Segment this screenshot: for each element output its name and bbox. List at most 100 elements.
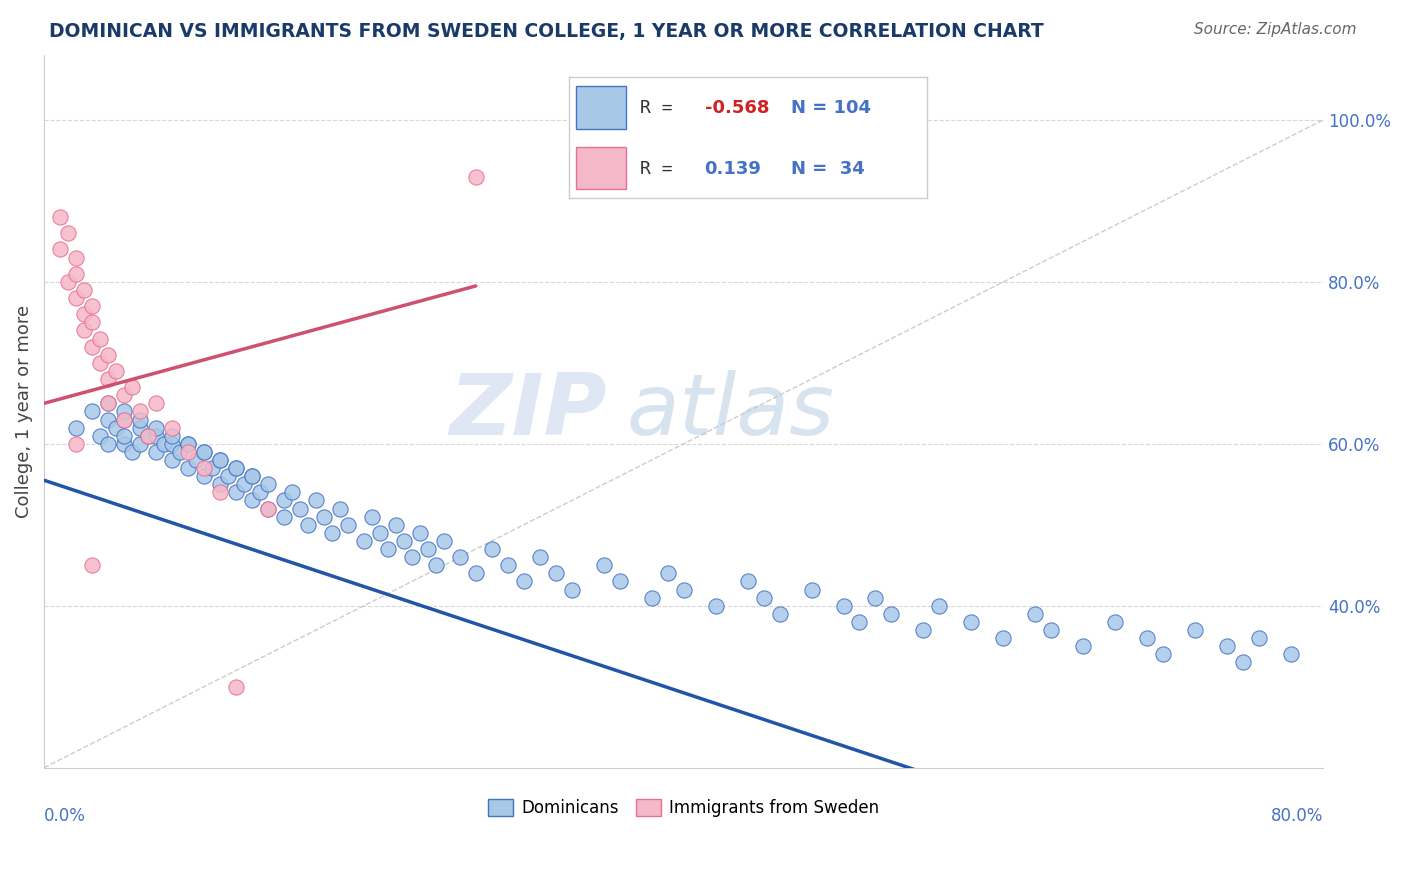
Point [201, 461, 224, 475]
Legend: Dominicans, Immigrants from Sweden: Dominicans, Immigrants from Sweden [481, 792, 886, 823]
Point [1184, 623, 1206, 637]
Point [80, 299, 103, 313]
Point [529, 550, 551, 565]
Point [80, 558, 103, 573]
Point [513, 574, 536, 589]
Point [193, 445, 215, 459]
Point [136, 428, 159, 442]
Point [97, 348, 120, 362]
Point [73, 323, 96, 337]
Point [425, 558, 447, 573]
Text: Source: ZipAtlas.com: Source: ZipAtlas.com [1194, 22, 1357, 37]
Point [145, 420, 167, 434]
Point [912, 623, 935, 637]
Point [145, 396, 167, 410]
Point [97, 437, 120, 451]
Point [193, 469, 215, 483]
Point [145, 445, 167, 459]
Point [312, 509, 335, 524]
Point [385, 517, 408, 532]
Point [225, 461, 247, 475]
Point [97, 396, 120, 410]
Point [49, 210, 72, 224]
Point [129, 412, 152, 426]
Point [208, 477, 231, 491]
Point [800, 582, 823, 597]
Point [208, 453, 231, 467]
Point [49, 243, 72, 257]
Point [329, 501, 352, 516]
Point [233, 477, 256, 491]
Point [401, 550, 423, 565]
Point [321, 525, 343, 540]
Point [184, 453, 207, 467]
Point [65, 251, 87, 265]
Point [240, 493, 263, 508]
Point [273, 509, 295, 524]
Point [544, 566, 567, 581]
Point [592, 558, 614, 573]
Point [160, 437, 183, 451]
Point [273, 493, 295, 508]
Point [73, 283, 96, 297]
Text: atlas: atlas [626, 370, 834, 453]
Point [288, 501, 311, 516]
Point [416, 542, 439, 557]
Point [240, 469, 263, 483]
Point [177, 437, 200, 451]
Point [65, 420, 87, 434]
Point [105, 420, 128, 434]
Point [129, 437, 152, 451]
Point [193, 461, 215, 475]
Point [112, 428, 135, 442]
Point [257, 477, 280, 491]
Point [1071, 639, 1094, 653]
Point [177, 461, 200, 475]
Point [377, 542, 399, 557]
Point [281, 485, 304, 500]
Point [177, 437, 200, 451]
Point [249, 485, 271, 500]
Point [257, 501, 280, 516]
Point [112, 412, 135, 426]
Point [657, 566, 679, 581]
Point [392, 533, 415, 548]
Point [409, 525, 432, 540]
Point [1152, 648, 1174, 662]
Point [225, 485, 247, 500]
Text: DOMINICAN VS IMMIGRANTS FROM SWEDEN COLLEGE, 1 YEAR OR MORE CORRELATION CHART: DOMINICAN VS IMMIGRANTS FROM SWEDEN COLL… [49, 22, 1045, 41]
Point [160, 420, 183, 434]
Point [97, 396, 120, 410]
Point [217, 469, 239, 483]
Point [305, 493, 328, 508]
Point [129, 404, 152, 418]
Point [368, 525, 391, 540]
Point [464, 169, 486, 184]
Point [136, 428, 159, 442]
Point [960, 615, 983, 629]
Point [65, 437, 87, 451]
Point [240, 469, 263, 483]
Point [1279, 648, 1302, 662]
Point [145, 428, 167, 442]
Point [353, 533, 375, 548]
Point [880, 607, 903, 621]
Point [112, 404, 135, 418]
Point [121, 445, 143, 459]
Point [56, 227, 79, 241]
Point [89, 428, 111, 442]
Point [609, 574, 631, 589]
Text: ZIP: ZIP [450, 370, 607, 453]
Point [208, 453, 231, 467]
Point [1024, 607, 1046, 621]
Point [993, 631, 1015, 645]
Y-axis label: College, 1 year or more: College, 1 year or more [15, 305, 32, 518]
Point [1232, 656, 1254, 670]
Point [73, 307, 96, 321]
Point [80, 315, 103, 329]
Point [153, 437, 176, 451]
Point [105, 364, 128, 378]
Point [464, 566, 486, 581]
Point [160, 453, 183, 467]
Point [1249, 631, 1271, 645]
